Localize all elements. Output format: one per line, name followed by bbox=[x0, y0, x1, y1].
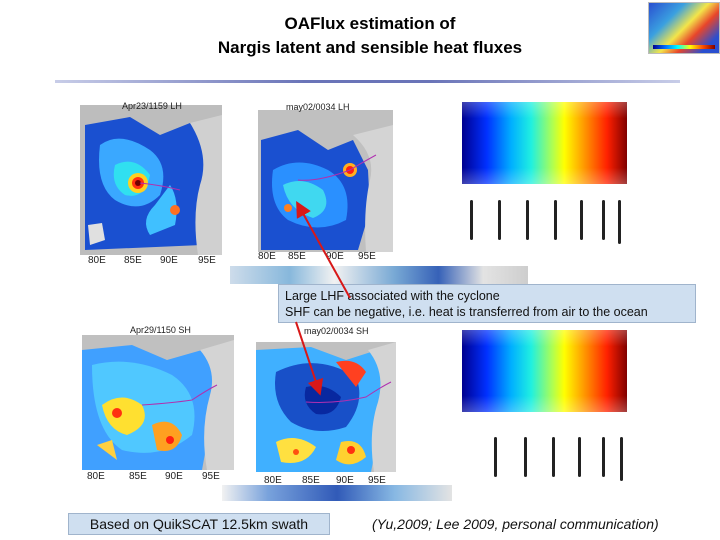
tick-label: 90E bbox=[165, 471, 183, 482]
tick-label: 85E bbox=[129, 471, 147, 482]
sh-colorbar bbox=[462, 330, 627, 412]
annotation-line-2: SHF can be negative, i.e. heat is transf… bbox=[285, 305, 648, 319]
citation-text: (Yu,2009; Lee 2009, personal communicati… bbox=[372, 516, 659, 532]
tick-label: 85E bbox=[124, 255, 142, 266]
lh-colorbar-ticks bbox=[462, 200, 627, 244]
lh-right-label: may02/0034 LH bbox=[286, 102, 350, 112]
tick-label: 95E bbox=[198, 255, 216, 266]
sh-bottom-strip-image bbox=[222, 485, 452, 501]
sh-right-label: may02/0034 SH bbox=[304, 326, 369, 336]
tick-label: 80E bbox=[258, 251, 276, 262]
slide-title: OAFlux estimation of Nargis latent and s… bbox=[120, 12, 620, 60]
title-divider bbox=[55, 80, 680, 83]
annotation-box: Large LHF associated with the cyclone SH… bbox=[278, 284, 696, 323]
lh-left-label: Apr23/1159 LH bbox=[122, 101, 182, 111]
lh-map-left: Apr23/1159 LH 80E 85E 90E 95E bbox=[80, 101, 222, 266]
tick-label: 80E bbox=[264, 475, 282, 486]
thumbnail-colorbar bbox=[653, 45, 715, 49]
bottom-note-box: Based on QuikSCAT 12.5km swath bbox=[68, 513, 330, 535]
tick-label: 90E bbox=[326, 251, 344, 262]
tick-label: 95E bbox=[368, 475, 386, 486]
lh-colorbar bbox=[462, 102, 627, 184]
lh-map-right: may02/0034 LH 80E 85E 90E 95E bbox=[258, 102, 393, 262]
tick-label: 95E bbox=[358, 251, 376, 262]
tick-label: 80E bbox=[88, 255, 106, 266]
title-line-1: OAFlux estimation of bbox=[284, 14, 456, 33]
lh-bottom-strip-image bbox=[230, 266, 528, 284]
tick-label: 90E bbox=[160, 255, 178, 266]
tick-label: 80E bbox=[87, 471, 105, 482]
tick-label: 85E bbox=[302, 475, 320, 486]
annotation-line-1: Large LHF associated with the cyclone bbox=[285, 289, 500, 303]
title-line-2: Nargis latent and sensible heat fluxes bbox=[217, 38, 523, 57]
tick-label: 95E bbox=[202, 471, 220, 482]
thumbnail-map-image bbox=[648, 2, 720, 54]
tick-label: 90E bbox=[336, 475, 354, 486]
sh-map-left: Apr29/1150 SH 80E 85E 90E 95E bbox=[82, 325, 234, 482]
tick-label: 85E bbox=[288, 251, 306, 262]
sh-colorbar-ticks bbox=[462, 437, 627, 481]
sh-map-right: may02/0034 SH 80E 85E 90E 95E bbox=[256, 326, 396, 486]
sh-left-label: Apr29/1150 SH bbox=[130, 325, 191, 335]
